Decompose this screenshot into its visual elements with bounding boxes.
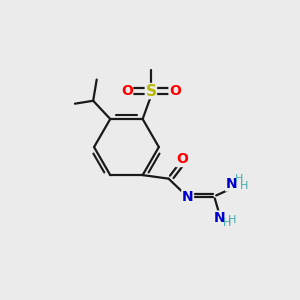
Text: H: H <box>240 181 248 191</box>
Text: O: O <box>176 152 188 167</box>
Text: S: S <box>146 83 156 98</box>
Text: N: N <box>182 190 194 204</box>
Text: H: H <box>235 174 244 184</box>
Text: N: N <box>213 211 225 225</box>
Text: O: O <box>121 84 133 98</box>
Text: H: H <box>223 218 232 228</box>
Text: O: O <box>169 84 181 98</box>
Text: H: H <box>228 214 237 225</box>
Text: N: N <box>226 177 237 191</box>
